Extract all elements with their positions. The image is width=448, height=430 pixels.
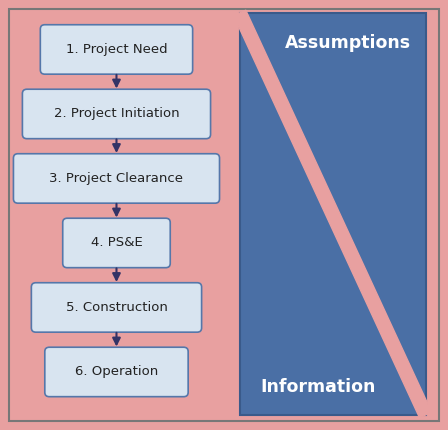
FancyBboxPatch shape xyxy=(63,218,170,267)
Text: 5. Construction: 5. Construction xyxy=(65,301,168,314)
Text: 2. Project Initiation: 2. Project Initiation xyxy=(54,108,179,120)
Text: 3. Project Clearance: 3. Project Clearance xyxy=(49,172,184,185)
FancyBboxPatch shape xyxy=(31,283,202,332)
FancyBboxPatch shape xyxy=(13,154,220,203)
FancyBboxPatch shape xyxy=(40,25,193,74)
Text: Information: Information xyxy=(260,378,375,396)
Polygon shape xyxy=(233,10,432,418)
FancyBboxPatch shape xyxy=(9,9,439,421)
Text: 4. PS&E: 4. PS&E xyxy=(90,237,142,249)
FancyBboxPatch shape xyxy=(45,347,188,396)
Text: Assumptions: Assumptions xyxy=(284,34,410,52)
FancyBboxPatch shape xyxy=(240,13,426,415)
Text: 6. Operation: 6. Operation xyxy=(75,366,158,378)
Text: 1. Project Need: 1. Project Need xyxy=(66,43,167,56)
FancyBboxPatch shape xyxy=(22,89,211,138)
